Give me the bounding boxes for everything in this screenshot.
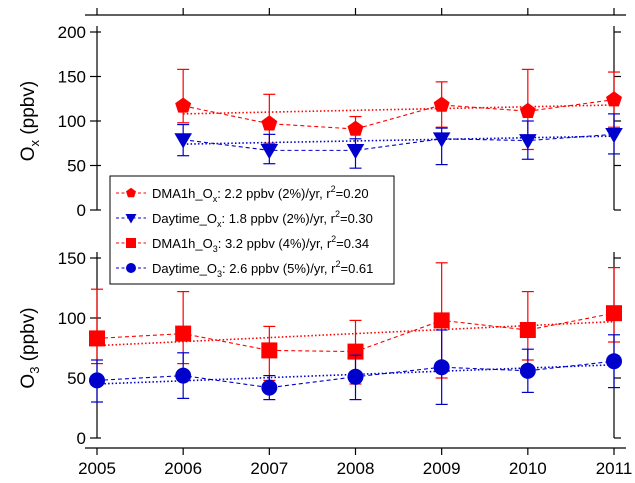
series-Daytime_Ox <box>174 113 623 169</box>
y-tick-label: 50 <box>67 369 86 388</box>
data-point <box>346 143 365 160</box>
legend-box <box>109 175 395 285</box>
data-point <box>174 133 192 149</box>
legend-swatch-marker <box>126 187 136 198</box>
data-point <box>432 132 451 148</box>
y-tick-label: 200 <box>58 23 86 42</box>
x-tick-label: 2010 <box>509 459 547 478</box>
data-point <box>519 134 537 150</box>
data-point <box>347 120 364 136</box>
data-point <box>519 322 536 338</box>
x-tick-label: 2006 <box>164 459 202 478</box>
y-axis-title: Ox (ppbv) <box>18 81 42 161</box>
data-point <box>260 143 279 160</box>
x-tick-label: 2007 <box>250 459 288 478</box>
data-point <box>519 362 536 379</box>
data-point <box>433 96 450 112</box>
y-axis-title: O3 (ppbv) <box>18 307 42 388</box>
data-point <box>261 342 278 359</box>
trend-line <box>183 104 615 115</box>
y-tick-label: 50 <box>67 157 86 176</box>
legend: DMA1h_Ox: 2.2 ppbv (2%)/yr, r2=0.20 Dayti… <box>109 175 395 285</box>
y-tick-label: 150 <box>58 249 86 268</box>
x-tick-label: 2008 <box>337 459 375 478</box>
data-point <box>89 330 105 347</box>
y-tick-label: 100 <box>58 112 86 131</box>
x-tick-label: 2011 <box>596 459 633 478</box>
legend-entry: DMA1h_Ox: 2.2 ppbv (2%)/yr, r2=0.20 <box>152 184 369 204</box>
data-point <box>175 367 192 384</box>
series-line <box>183 99 615 130</box>
y-tick-label: 0 <box>77 429 86 448</box>
top-panel: 0 50 100 150 200 Ox (ppbv) DMA1h_Ox: 2.2 ppbv … <box>18 8 626 285</box>
legend-entry: DMA1h_O3: 3.2 ppbv (4%)/yr, r2=0.34 <box>152 234 369 254</box>
data-point <box>261 115 278 131</box>
x-tick-label: 2005 <box>78 459 116 478</box>
data-point <box>175 97 192 113</box>
data-point <box>605 127 623 144</box>
x-tick-label: 2009 <box>423 459 461 478</box>
y-tick-label: 150 <box>58 68 86 87</box>
trend-line <box>183 135 615 145</box>
legend-swatch-marker <box>125 214 137 224</box>
data-point <box>606 353 622 370</box>
series-DMA1h_Ox <box>175 68 622 151</box>
data-point <box>261 379 278 396</box>
series-DMA1h_O3 <box>89 262 622 385</box>
data-point <box>89 372 105 389</box>
data-point <box>347 368 364 385</box>
y-tick-label: 100 <box>58 309 86 328</box>
data-point <box>606 305 622 322</box>
legend-entry: Daytime_O3: 2.6 ppbv (5%)/yr, r2=0.61 <box>152 259 373 279</box>
legend-entry: Daytime_Ox: 1.8 ppbv (2%)/yr, r2=0.30 <box>152 209 373 229</box>
bottom-panel: 0 50 100 150 O3 (ppbv) 2005 2006 2007 2008 2009 20… <box>18 249 632 478</box>
data-point <box>433 359 450 376</box>
data-point <box>175 325 192 342</box>
series-line <box>183 133 615 151</box>
legend-swatch-marker <box>126 263 136 273</box>
data-point <box>433 312 450 329</box>
series-Daytime_O3 <box>89 329 622 405</box>
legend-swatch-marker <box>126 238 136 248</box>
y-tick-label: 0 <box>77 201 86 220</box>
data-point <box>606 91 622 107</box>
data-point <box>519 102 536 119</box>
